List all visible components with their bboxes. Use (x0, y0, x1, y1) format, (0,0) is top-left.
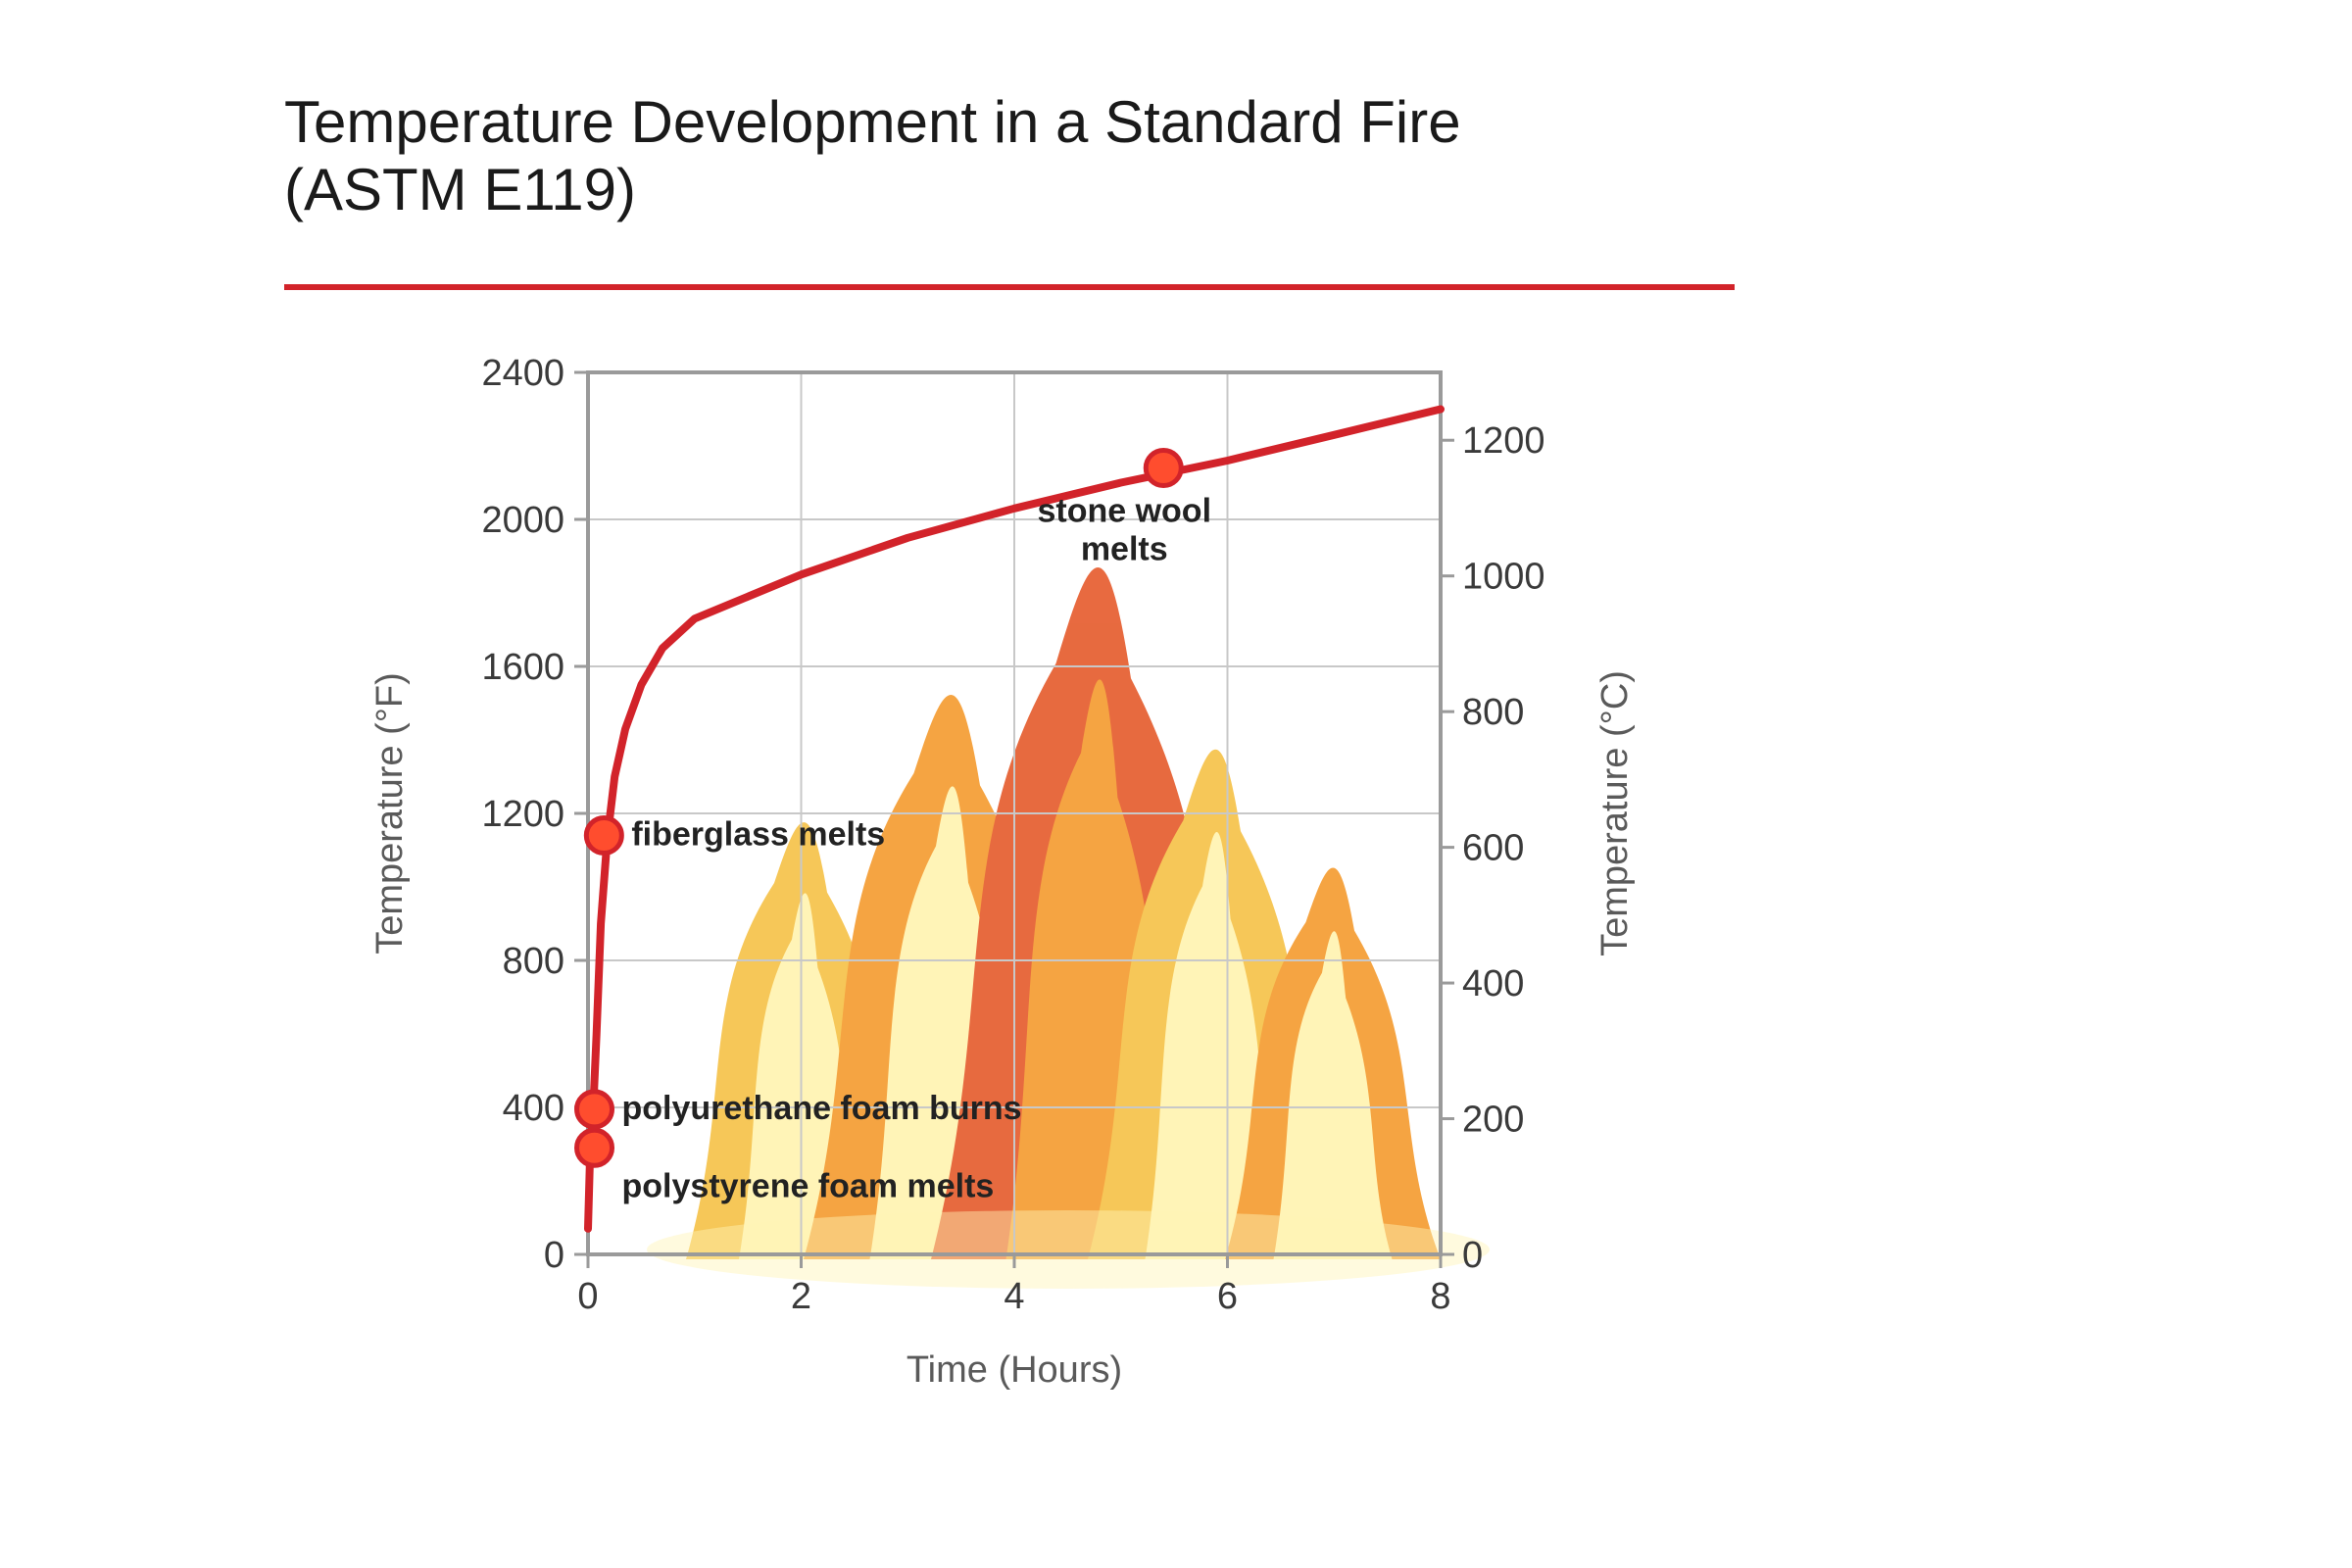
svg-text:0: 0 (577, 1276, 598, 1317)
svg-text:1600: 1600 (481, 647, 564, 688)
svg-text:1000: 1000 (1462, 557, 1545, 598)
svg-text:400: 400 (503, 1088, 564, 1129)
svg-text:800: 800 (1462, 692, 1524, 733)
svg-text:2000: 2000 (481, 500, 564, 541)
svg-text:melts: melts (1081, 531, 1168, 568)
svg-text:1200: 1200 (481, 794, 564, 835)
svg-text:400: 400 (1462, 963, 1524, 1004)
chart-title: Temperature Development in a Standard Fi… (284, 88, 1735, 223)
svg-text:polystyrene foam melts: polystyrene foam melts (622, 1167, 995, 1204)
svg-text:stone wool: stone wool (1037, 493, 1211, 530)
svg-text:Time (Hours): Time (Hours) (906, 1349, 1122, 1391)
temperature-chart: 0 400 800 1200 1600 2000 2400 0 200 400 600 800 1000… (284, 333, 1735, 1460)
title-line-1: Temperature Development in a Standard Fi… (284, 89, 1461, 155)
svg-text:800: 800 (503, 941, 564, 982)
svg-text:6: 6 (1217, 1276, 1238, 1317)
svg-text:0: 0 (544, 1235, 564, 1276)
svg-text:Temperature (°F): Temperature (°F) (369, 672, 411, 955)
svg-text:2: 2 (791, 1276, 811, 1317)
svg-text:200: 200 (1462, 1100, 1524, 1141)
chart-svg: 0 400 800 1200 1600 2000 2400 0 200 400 600 800 1000… (284, 333, 1735, 1460)
svg-text:fiberglass melts: fiberglass melts (631, 816, 885, 854)
title-line-2: (ASTM E119) (284, 157, 636, 222)
svg-text:Temperature (°C): Temperature (°C) (1594, 670, 1636, 956)
svg-text:8: 8 (1430, 1276, 1450, 1317)
title-underline (284, 284, 1735, 290)
svg-text:0: 0 (1462, 1235, 1483, 1276)
svg-text:1200: 1200 (1462, 420, 1545, 462)
svg-text:600: 600 (1462, 828, 1524, 869)
svg-text:2400: 2400 (481, 353, 564, 394)
svg-text:4: 4 (1004, 1276, 1024, 1317)
svg-text:polyurethane foam burns: polyurethane foam burns (622, 1090, 1022, 1127)
